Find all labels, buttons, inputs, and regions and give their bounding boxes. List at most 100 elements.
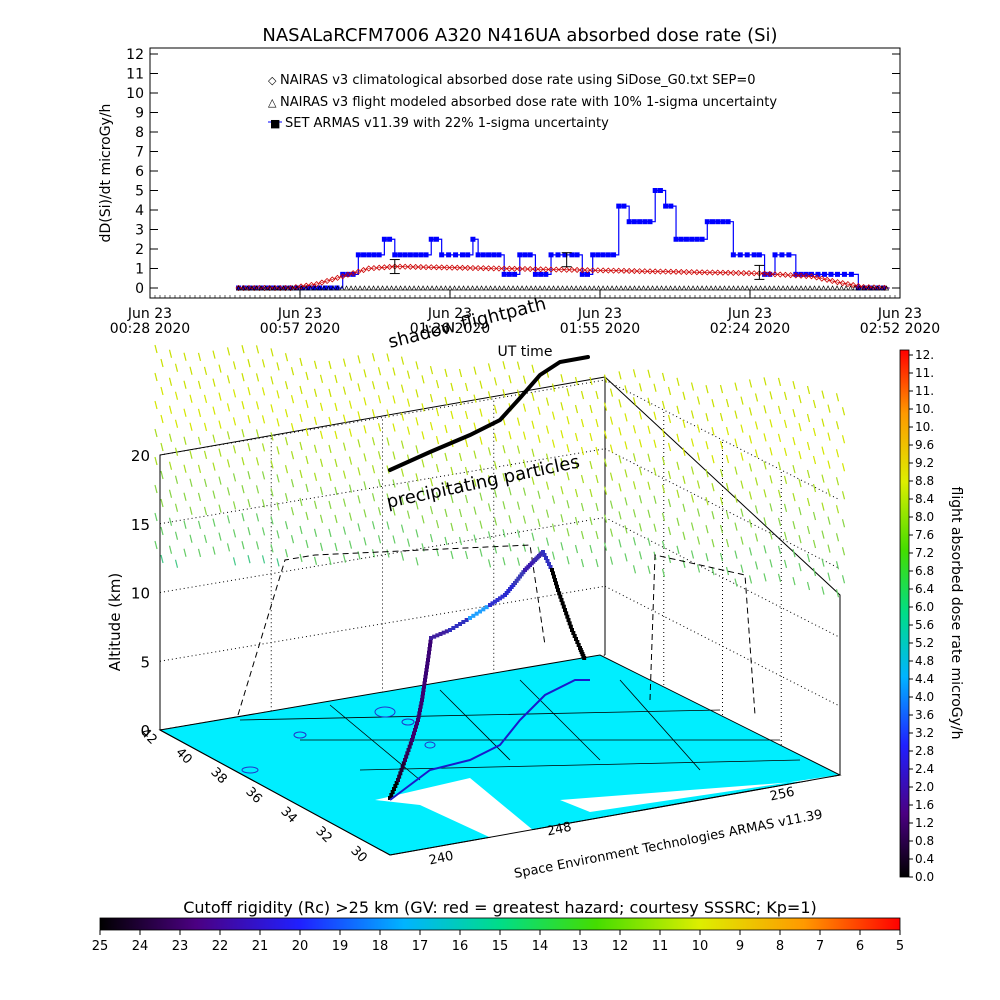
y-tick-label: 8 [135,125,144,141]
particle-dash [444,424,448,434]
particle-dash [777,489,782,499]
nairas-flight-point [334,285,341,291]
particle-dash [203,450,208,460]
particle-dash [531,504,535,513]
nairas-flight-point [483,285,489,291]
particle-dash [406,426,411,435]
particle-dash [255,373,260,382]
chart-title: NASALaRCFM7006 A320 N416UA absorbed dose… [262,25,777,46]
flight-path-point [425,664,429,669]
particle-dash [748,519,753,528]
flight-path-point [565,614,570,619]
particle-dash [203,366,208,376]
particle-dash [516,445,521,454]
nairas-flight-point [532,285,539,291]
dose-colorbar-tick-label: 8.0 [915,510,934,524]
particle-dash [777,545,782,555]
particle-dash [705,413,709,422]
particle-dash [827,516,831,525]
nairas-clim-point [641,268,648,275]
dose-colorbar-tick-label: 4.0 [915,690,934,704]
particle-dash [667,386,672,396]
y-tick-label: 0 [135,281,144,297]
particle-dash [769,475,773,484]
particle-dash [299,413,303,423]
particle-dash [551,495,556,504]
particle-dash [545,509,550,518]
y-axis-label: dD(Si)/dt microGy/h [98,104,114,243]
nairas-flight-point [379,285,386,291]
particle-dash [276,502,280,511]
nairas-clim-point [782,271,789,278]
particle-dash [319,402,324,411]
nairas-clim-point [834,279,841,286]
particle-dash [632,537,637,546]
particle-dash [638,383,643,392]
nairas-clim-point [402,263,409,270]
nairas-flight-point [555,285,561,291]
nairas-flight-point [307,285,314,291]
particle-dash [537,490,541,499]
particle-dash [261,499,266,508]
precipitating-particles-field [154,344,846,598]
legend-symbol-square: ■ [270,117,280,130]
flight-path-point [412,731,416,736]
armas-point [361,252,367,258]
particle-dash [334,458,338,468]
rigidity-colorbar-tick-label: 10 [692,939,709,954]
nairas-flight-point [739,285,746,291]
armas-point [821,271,827,277]
nairas-flight-point [478,285,485,291]
armas-point [355,252,361,258]
armas-point [605,252,611,258]
particle-dash [183,548,187,557]
particle-dash [769,559,773,568]
nairas-clim-point [334,274,341,281]
particle-dash [183,492,187,501]
particle-dash [574,544,579,554]
particle-dash [270,376,274,385]
particle-dash [719,384,724,394]
nairas-flight-point [766,285,773,291]
particle-dash [334,542,338,552]
particle-dash [160,498,164,508]
nairas-clim-point [594,267,601,274]
nairas-flight-point [631,285,638,291]
particle-dash [276,390,280,399]
nairas-flight-point [861,285,867,291]
particle-dash [392,367,396,376]
armas-point [496,252,502,258]
nairas-clim-point [381,264,388,271]
rigidity-colorbar-tick-label: 19 [332,939,349,954]
nairas-clim-point [417,263,424,271]
armas-point [673,236,679,242]
nairas-flight-point [577,285,584,291]
particle-dash [435,379,440,389]
flight-path-point [550,568,554,572]
dose-colorbar-tick-label: 1.6 [915,798,934,812]
particle-dash [276,474,280,483]
nairas-flight-point [708,285,714,291]
particle-dash [415,557,419,566]
particle-dash [174,363,179,372]
armas-point [517,252,523,258]
particle-dash [348,484,353,493]
particle-dash [574,404,579,414]
flight-path-point [518,574,522,579]
dose-colorbar-tick-label: 7.2 [915,546,934,560]
particle-dash [232,389,237,398]
particle-dash [160,414,164,424]
flight-path-point [423,674,428,679]
armas-point [387,236,393,242]
nairas-flight-point [789,285,795,291]
particle-dash [218,392,222,401]
particle-dash [334,486,338,496]
nairas-clim-point [699,269,706,276]
armas-point [532,271,538,277]
particle-dash [473,534,477,543]
particle-dash [241,485,245,494]
particle-dash [435,519,440,529]
x-tick-label: 00:28 2020 [110,321,190,337]
particle-dash [435,435,440,445]
